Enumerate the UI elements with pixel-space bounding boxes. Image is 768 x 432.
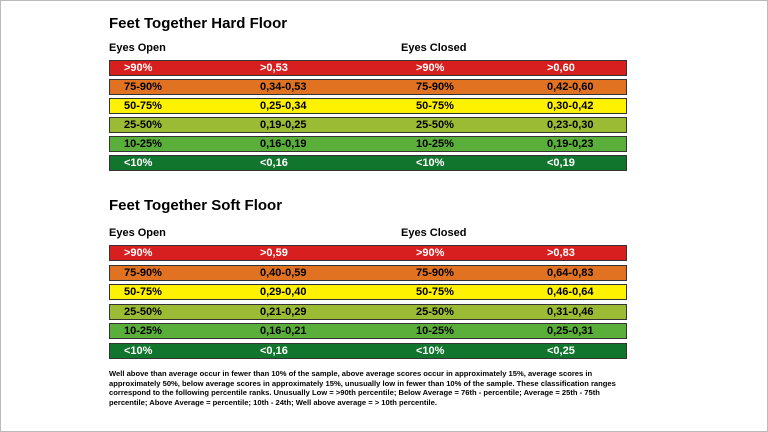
column-header: Eyes Open [109, 227, 166, 239]
table-cell: 0,34-0,53 [260, 81, 307, 93]
table-cell: >0,59 [260, 247, 288, 259]
table-cell: 50-75% [416, 100, 454, 112]
table-cell: 50-75% [124, 286, 162, 298]
table-row: 50-75% 0,29-0,40 50-75% 0,46-0,64 [109, 284, 627, 300]
section-title: Feet Together Soft Floor [109, 197, 283, 214]
table-row: 25-50% 0,19-0,25 25-50% 0,23-0,30 [109, 117, 627, 133]
table-cell: 10-25% [416, 325, 454, 337]
section-title: Feet Together Hard Floor [109, 15, 288, 32]
table-cell: 0,30-0,42 [547, 100, 594, 112]
table-cell: 0,46-0,64 [547, 286, 594, 298]
table-row: 75-90% 0,40-0,59 75-90% 0,64-0,83 [109, 264, 627, 281]
table-cell: <0,16 [260, 157, 288, 169]
table-cell: >0,60 [547, 62, 575, 74]
table-cell: >90% [124, 247, 153, 259]
table-cell: 25-50% [124, 305, 162, 318]
table-cell: <10% [124, 157, 153, 169]
table-cell: 50-75% [416, 286, 454, 298]
table-cell: 25-50% [416, 305, 454, 318]
table-row: 25-50% 0,21-0,29 25-50% 0,31-0,46 [109, 303, 627, 320]
table-cell: 75-90% [416, 266, 454, 279]
table-cell: <10% [416, 344, 445, 357]
table-cell: 50-75% [124, 100, 162, 112]
table-row: <10% <0,16 <10% <0,19 [109, 155, 627, 171]
table-cell: 0,25-0,31 [547, 325, 594, 337]
table-cell: 25-50% [124, 119, 162, 131]
table-cell: >90% [124, 62, 153, 74]
column-header: Eyes Closed [401, 42, 467, 54]
table-cell: 0,16-0,19 [260, 138, 307, 150]
table-cell: 0,42-0,60 [547, 81, 594, 93]
table-cell: 75-90% [124, 81, 162, 93]
table-cell: <0,16 [260, 344, 288, 357]
table-row: >90% >0,53 >90% >0,60 [109, 60, 627, 76]
table-cell: <0,25 [547, 344, 575, 357]
table-row: <10% <0,16 <10% <0,25 [109, 342, 627, 359]
table-cell: 75-90% [416, 81, 454, 93]
table-cell: >0,53 [260, 62, 288, 74]
table-cell: >0,83 [547, 247, 575, 259]
table-cell: 0,29-0,40 [260, 286, 307, 298]
table-cell: <10% [416, 157, 445, 169]
table-cell: 0,21-0,29 [260, 305, 307, 318]
table-row: 10-25% 0,16-0,19 10-25% 0,19-0,23 [109, 136, 627, 152]
table-row: 75-90% 0,34-0,53 75-90% 0,42-0,60 [109, 79, 627, 95]
footnote: Well above than average occur in fewer t… [109, 369, 616, 407]
table-cell: 10-25% [124, 325, 162, 337]
table-cell: <0,19 [547, 157, 575, 169]
table-cell: 0,25-0,34 [260, 100, 307, 112]
table-cell: 0,19-0,23 [547, 138, 594, 150]
table-cell: <10% [124, 344, 153, 357]
table-cell: 0,23-0,30 [547, 119, 594, 131]
table-row: 50-75% 0,25-0,34 50-75% 0,30-0,42 [109, 98, 627, 114]
table-cell: 0,16-0,21 [260, 325, 307, 337]
table-cell: 0,40-0,59 [260, 266, 307, 279]
table-cell: 25-50% [416, 119, 454, 131]
table-cell: 10-25% [416, 138, 454, 150]
table-cell: 0,64-0,83 [547, 266, 594, 279]
table-cell: 75-90% [124, 266, 162, 279]
table-cell: 10-25% [124, 138, 162, 150]
table-cell: >90% [416, 62, 445, 74]
table-row: 10-25% 0,16-0,21 10-25% 0,25-0,31 [109, 323, 627, 339]
table-cell: 0,19-0,25 [260, 119, 307, 131]
table-row: >90% >0,59 >90% >0,83 [109, 245, 627, 261]
column-header: Eyes Open [109, 42, 166, 54]
table-cell: 0,31-0,46 [547, 305, 594, 318]
column-header: Eyes Closed [401, 227, 467, 239]
table-cell: >90% [416, 247, 445, 259]
